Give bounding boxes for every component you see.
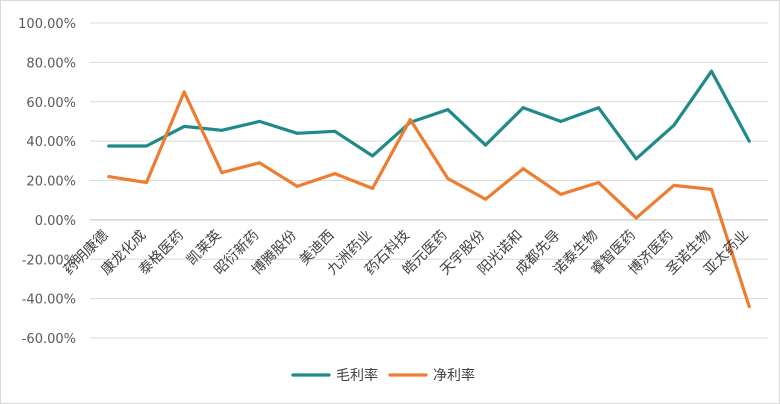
data-point — [446, 108, 450, 112]
y-tick-label: 20.00% — [26, 175, 76, 190]
data-point — [634, 157, 638, 161]
data-point — [446, 177, 450, 181]
legend-label: 毛利率 — [336, 367, 378, 384]
data-point — [371, 186, 374, 190]
data-point — [597, 180, 600, 184]
data-point — [559, 119, 563, 123]
y-tick-label: 60.00% — [26, 96, 76, 111]
y-tick-label: 100.00% — [18, 17, 76, 32]
data-point — [220, 128, 224, 132]
data-point — [258, 119, 261, 123]
data-point — [710, 187, 713, 191]
data-point — [295, 184, 299, 188]
data-point — [672, 183, 676, 187]
series-line-2 — [107, 90, 751, 309]
y-tick-label: -20.00% — [22, 253, 76, 268]
data-point — [107, 144, 111, 148]
data-point — [747, 305, 751, 308]
legend-label: 净利率 — [433, 367, 475, 384]
y-tick-label: 40.00% — [26, 135, 76, 150]
data-point — [182, 124, 186, 128]
data-point — [484, 197, 487, 201]
data-point — [145, 144, 148, 148]
series-line-1 — [107, 69, 751, 161]
data-point — [484, 143, 487, 147]
x-axis-category-labels: 药明康德康龙化成泰格医药凯莱英昭衍新药博腾股份美迪西九洲药业药石科技皓元医药天宇… — [60, 227, 752, 279]
data-point — [521, 106, 525, 110]
data-point — [295, 131, 299, 135]
legend: 毛利率 净利率 — [291, 367, 475, 384]
data-point — [333, 129, 337, 133]
data-point — [408, 117, 412, 121]
y-tick-label: 0.00% — [35, 214, 76, 229]
y-axis-tick-labels: 100.00% 80.00% 60.00% 40.00% 20.00% 0.00% -20.… — [18, 17, 76, 347]
data-point — [597, 106, 600, 110]
data-point — [258, 161, 261, 165]
data-point — [145, 180, 148, 184]
data-point — [672, 123, 676, 127]
y-tick-label: -60.00% — [22, 332, 76, 347]
data-point — [710, 69, 713, 73]
gridlines — [90, 22, 768, 339]
series-lines — [107, 69, 751, 309]
data-point — [182, 90, 186, 94]
data-point — [634, 216, 638, 220]
data-point — [333, 172, 337, 176]
data-point — [107, 175, 111, 179]
y-tick-label: -40.00% — [22, 293, 76, 308]
data-point — [521, 167, 525, 171]
data-point — [371, 154, 374, 158]
data-point — [747, 139, 751, 143]
data-point — [559, 192, 563, 196]
y-tick-label: 80.00% — [26, 56, 76, 71]
data-point — [220, 171, 224, 175]
